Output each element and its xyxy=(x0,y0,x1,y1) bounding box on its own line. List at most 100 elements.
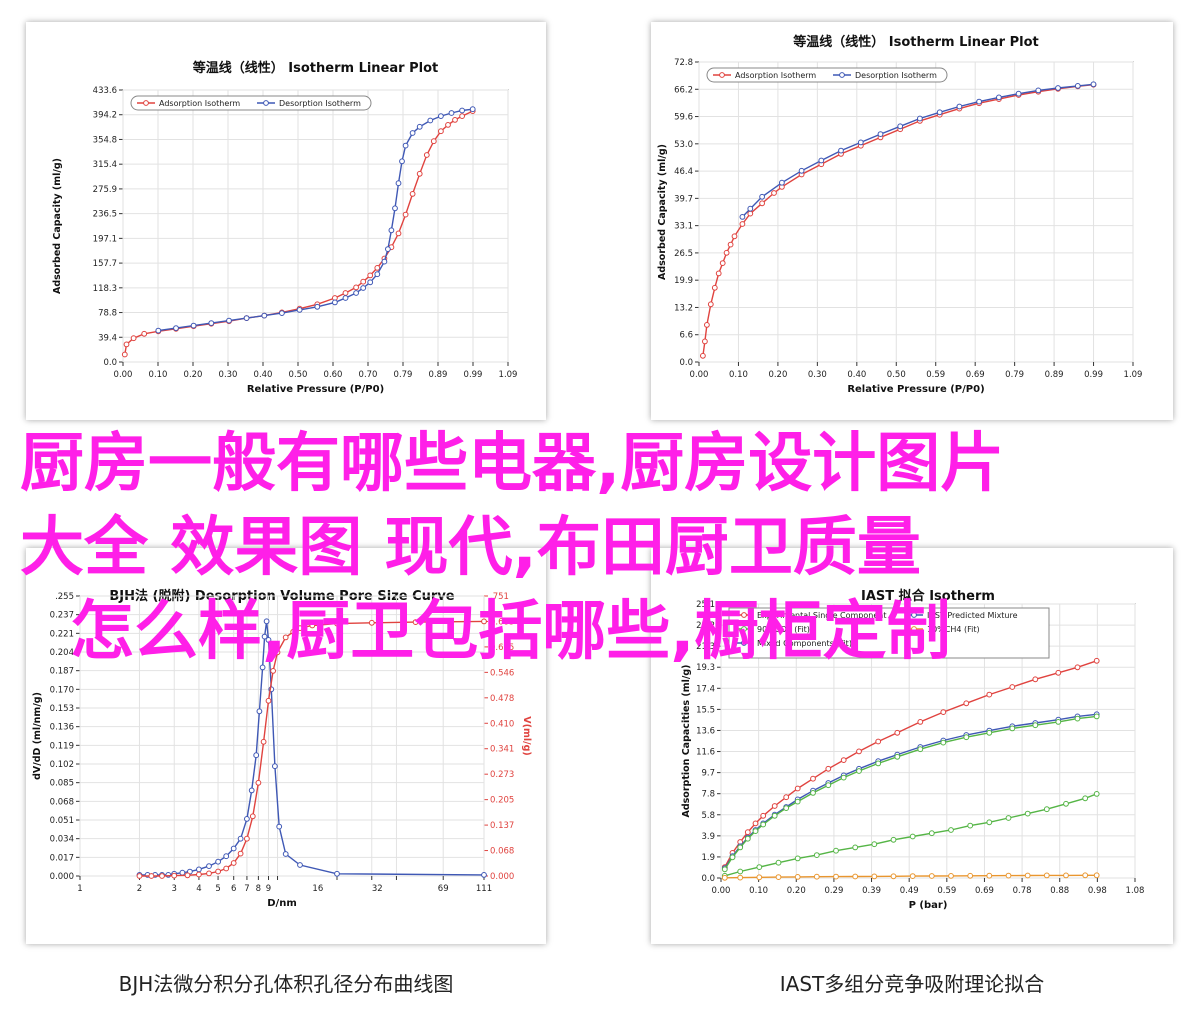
data-point xyxy=(871,841,878,848)
data-point xyxy=(719,260,726,267)
data-point xyxy=(374,271,381,278)
data-point xyxy=(794,798,801,805)
data-point xyxy=(272,763,278,770)
series-line-1 xyxy=(124,110,473,355)
data-point xyxy=(141,330,148,337)
data-point xyxy=(752,820,759,827)
data-point xyxy=(332,299,338,306)
isotherm-chart-left: 等温线（线性） Isotherm Linear Plot 0.0 39.4 78.8 1… xyxy=(52,60,517,395)
data-point xyxy=(744,829,751,836)
data-point xyxy=(1063,800,1069,807)
data-point xyxy=(255,779,262,786)
data-point xyxy=(871,873,878,880)
data-point xyxy=(173,325,179,332)
legend-marker xyxy=(719,72,725,78)
data-point xyxy=(459,113,466,119)
chart-title: IAST 拟合 Isotherm xyxy=(861,588,995,604)
data-point xyxy=(940,739,947,746)
data-point xyxy=(395,180,402,187)
x-tick-label: 1.09 xyxy=(1124,370,1143,380)
data-point xyxy=(759,193,765,200)
data-point xyxy=(731,233,738,240)
x-tick-label: 0.20 xyxy=(787,886,806,896)
x-tick-label: 2 xyxy=(137,884,142,894)
data-point xyxy=(1082,795,1089,802)
data-point xyxy=(297,625,303,631)
data-point xyxy=(412,619,419,625)
data-point xyxy=(897,123,904,130)
data-point xyxy=(360,285,367,291)
data-point xyxy=(739,214,746,220)
data-point xyxy=(747,210,754,217)
data-point xyxy=(448,110,455,116)
data-point xyxy=(794,785,801,792)
series-line-3 xyxy=(724,715,1097,870)
data-point xyxy=(737,874,744,881)
x-tick-label: 0.20 xyxy=(768,370,787,380)
x-tick-label: 0.89 xyxy=(429,370,448,380)
data-point xyxy=(783,794,790,801)
data-point xyxy=(794,874,801,880)
data-point xyxy=(445,122,451,128)
data-point xyxy=(208,320,215,327)
data-point xyxy=(986,872,993,879)
data-point xyxy=(856,768,862,774)
data-point xyxy=(1055,719,1062,725)
data-point xyxy=(367,279,374,286)
caption-bjh: BJH法微分积分孔体积孔径分布曲线图 xyxy=(118,972,454,996)
y-tick-label: 21.3 xyxy=(696,642,715,652)
data-point xyxy=(1043,806,1050,813)
data-point xyxy=(368,619,375,626)
y-tick-label: 53.0 xyxy=(674,140,693,150)
data-point xyxy=(890,873,897,880)
y-right-tick-label: 0.000 xyxy=(490,872,514,882)
data-point xyxy=(1082,872,1089,879)
x-tick-label: 0.99 xyxy=(1084,370,1103,380)
y-tick-label: 39.4 xyxy=(98,333,117,343)
y-tick-label: 0.102 xyxy=(50,760,74,770)
data-point xyxy=(409,191,416,197)
data-point xyxy=(917,746,924,753)
y-tick-label: 78.8 xyxy=(98,309,117,319)
data-point xyxy=(737,868,744,875)
data-point xyxy=(367,272,374,279)
y-tick-label: 17.4 xyxy=(696,684,715,694)
x-tick-label: 4 xyxy=(196,884,201,894)
y-tick-label: 0.153 xyxy=(50,704,74,714)
x-axis-label: Relative Pressure (P/P0) xyxy=(247,384,384,395)
data-point xyxy=(894,753,901,760)
legend-label: IAST Predicted Mixture xyxy=(927,611,1018,620)
x-tick-label: 0.50 xyxy=(289,370,308,380)
data-point xyxy=(779,179,785,186)
data-point xyxy=(760,812,767,819)
y-tick-label: 7.8 xyxy=(701,790,715,800)
x-tick-label: 0.50 xyxy=(887,370,906,380)
data-point xyxy=(1093,872,1100,879)
data-point xyxy=(334,620,340,627)
y-tick-label: 157.7 xyxy=(93,259,117,269)
data-point xyxy=(948,873,954,879)
data-point xyxy=(155,327,162,334)
data-point xyxy=(423,152,430,158)
x-tick-label: 0.79 xyxy=(394,370,413,380)
data-point xyxy=(700,352,706,359)
data-point xyxy=(759,200,765,207)
x-tick-label: 0.20 xyxy=(184,370,203,380)
y-tick-label: 6.6 xyxy=(679,331,693,341)
y-right-tick-label: 0.615 xyxy=(490,643,514,653)
y-axis-label: Adsorbed Capacity (ml/g) xyxy=(52,158,63,294)
data-point xyxy=(986,691,993,698)
data-point xyxy=(481,618,487,625)
data-point xyxy=(248,787,255,794)
x-tick-label: 16 xyxy=(312,884,323,894)
data-point xyxy=(230,845,237,852)
data-point xyxy=(840,774,847,781)
data-point xyxy=(963,700,970,707)
x-tick-label: 5 xyxy=(215,884,220,894)
data-point xyxy=(771,812,778,819)
data-point xyxy=(798,167,805,174)
data-point xyxy=(956,103,963,110)
data-point xyxy=(121,351,128,358)
data-point xyxy=(243,315,250,322)
x-tick-label: 0.69 xyxy=(966,370,985,380)
